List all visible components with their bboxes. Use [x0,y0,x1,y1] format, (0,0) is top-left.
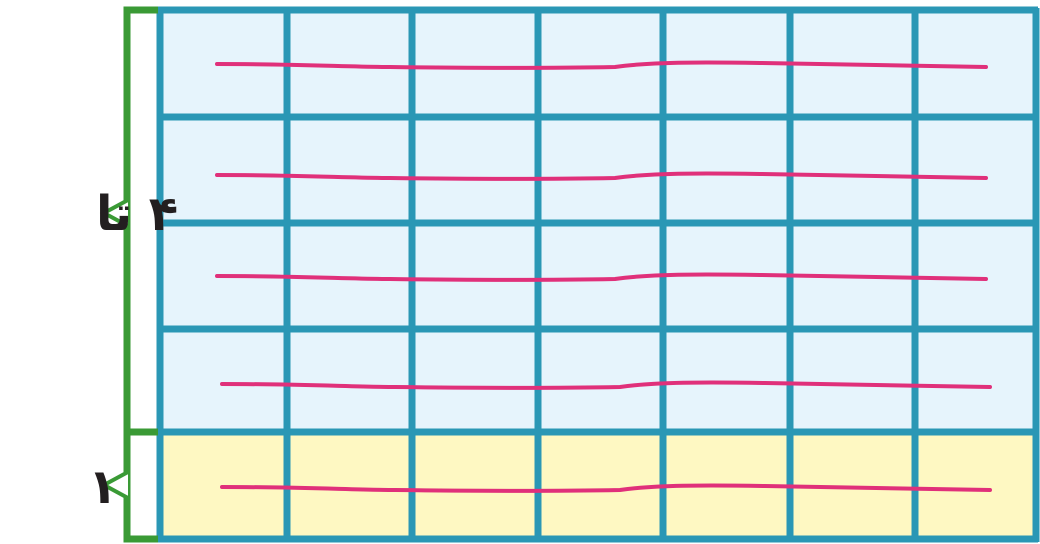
brace-lower-tip [99,470,129,500]
label-four-rows: ۴ تا [96,186,178,242]
row-group-braces [99,6,158,543]
label-one-row: ۱ [88,459,117,515]
row-stroke [220,483,992,493]
row-stroke [215,272,988,282]
row-stroke [220,380,992,390]
brace-upper-tip [99,198,129,228]
row-strokes [215,60,992,493]
row-stroke [215,171,988,181]
yellow-row-fill [157,432,1038,540]
brace-lower [123,428,158,543]
row-stroke [215,60,988,70]
grid-horizontal-lines [157,6,1038,543]
